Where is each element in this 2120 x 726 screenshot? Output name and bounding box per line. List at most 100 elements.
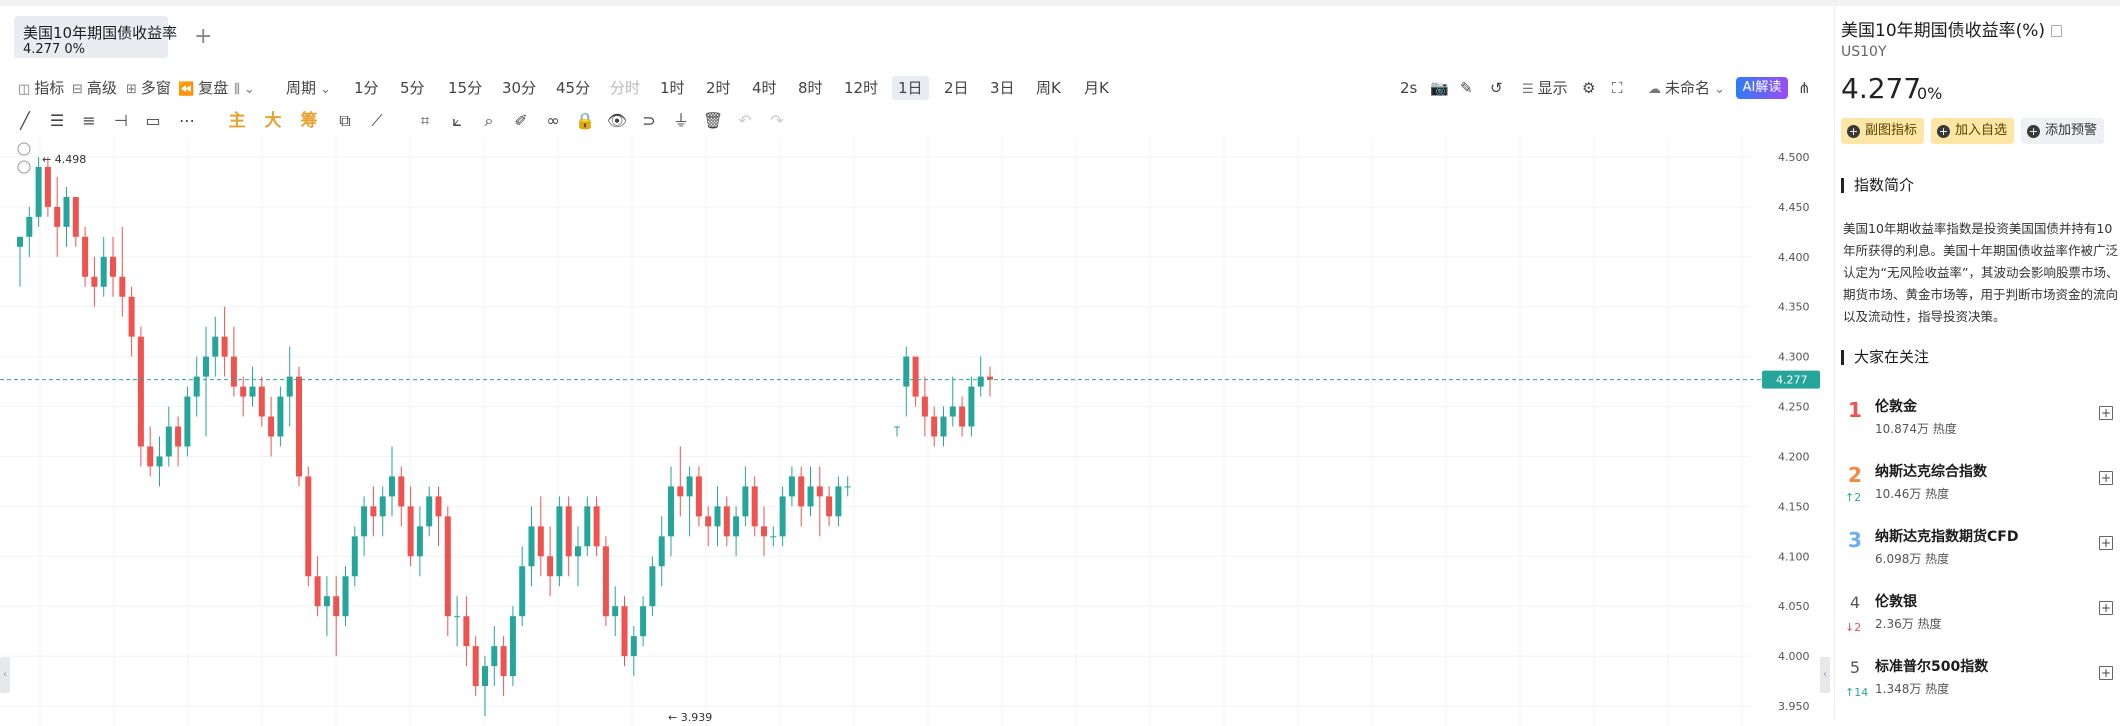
chart-canvas[interactable]: 4.500 4.450 4.400 4.350 4.300 4.250 4.200 4.150… bbox=[0, 137, 1834, 726]
add-tab-button[interactable]: + bbox=[194, 24, 213, 49]
period-4h[interactable]: 4时 bbox=[752, 79, 777, 97]
period-45m[interactable]: 45分 bbox=[556, 79, 591, 97]
period-8h[interactable]: 8时 bbox=[798, 79, 823, 97]
sub-indicator-button[interactable]: + 副图指标 bbox=[1841, 118, 1925, 144]
candle-body bbox=[788, 476, 795, 497]
magnet-icon[interactable]: ⊃ bbox=[642, 111, 656, 130]
indicator-button[interactable]: ◫ 指标 bbox=[18, 72, 64, 104]
period-2d[interactable]: 2日 bbox=[944, 79, 969, 97]
candle-body bbox=[230, 356, 237, 387]
settings-icon[interactable]: ⚙ bbox=[1582, 79, 1596, 97]
add-watchlist-button[interactable]: + 加入自选 bbox=[1931, 118, 2015, 144]
compare-icon[interactable]: ⧉ bbox=[339, 111, 351, 130]
crop-icon[interactable]: ⌗ bbox=[420, 111, 430, 130]
erase-line-icon[interactable]: ⟋ bbox=[371, 111, 383, 130]
add-watch-icon[interactable]: + bbox=[2099, 601, 2113, 615]
y-tick-label: 3.950 bbox=[1778, 700, 1810, 713]
chevron-down-icon: ⌄ bbox=[320, 82, 331, 97]
watch-item-1[interactable]: 1 伦敦金 10.874万 热度 + bbox=[1835, 382, 2120, 446]
period-dropdown[interactable]: 周期 ⌄ bbox=[286, 72, 335, 104]
refresh-interval[interactable]: 2s bbox=[1400, 79, 1418, 97]
period-week[interactable]: 周K bbox=[1036, 79, 1061, 97]
y-tick-label: 4.000 bbox=[1778, 650, 1810, 663]
eye-icon[interactable]: 👁 bbox=[606, 111, 628, 130]
add-watch-icon[interactable]: + bbox=[2099, 536, 2113, 550]
more-tools-icon[interactable]: ⋯ bbox=[179, 111, 195, 130]
candle-body bbox=[212, 336, 219, 357]
watch-item-5[interactable]: 5 ↑14 标准普尔500指数 1.348万 热度 + bbox=[1835, 642, 2120, 706]
ai-interpret-button[interactable]: AI解读 bbox=[1736, 77, 1788, 99]
pen-icon[interactable]: ✎ bbox=[1460, 79, 1473, 97]
channel-icon[interactable]: ≡ bbox=[82, 111, 96, 130]
ruler-icon[interactable]: ⟀ bbox=[452, 111, 462, 130]
undo-drawing-icon[interactable]: ↺ bbox=[1490, 79, 1503, 97]
chevron-down-icon: ⌄ bbox=[1714, 82, 1725, 97]
undo-icon[interactable]: ↶ bbox=[738, 111, 752, 130]
candlestick-chart[interactable]: 4.500 4.450 4.400 4.350 4.300 4.250 4.200 4.150… bbox=[0, 137, 1834, 726]
candle-body bbox=[323, 596, 330, 607]
watch-item-2[interactable]: 2 ↑2 纳斯达克综合指数 10.46万 热度 + bbox=[1835, 447, 2120, 511]
parallel-lines-icon[interactable]: ☰ bbox=[49, 111, 65, 130]
chevron-down-icon: ⌄ bbox=[243, 82, 255, 97]
candle-body bbox=[17, 236, 23, 247]
add-watch-icon[interactable]: + bbox=[2099, 406, 2113, 420]
period-3d[interactable]: 3日 bbox=[990, 79, 1015, 97]
candle-body bbox=[977, 376, 984, 387]
fullscreen-icon[interactable]: ⛶ bbox=[1612, 79, 1623, 97]
delete-icon[interactable]: 🗑 bbox=[702, 111, 724, 130]
candle-body bbox=[221, 336, 228, 357]
right-collapse-handle[interactable]: ‹ bbox=[1820, 657, 1830, 693]
period-1d[interactable]: 1日 bbox=[892, 76, 929, 100]
candle-body bbox=[54, 206, 61, 227]
left-collapse-handle[interactable]: ‹ bbox=[0, 657, 10, 693]
add-watch-icon[interactable]: + bbox=[2099, 666, 2113, 680]
watch-item-4[interactable]: 4 ↓2 伦敦银 2.36万 热度 + bbox=[1835, 577, 2120, 641]
period-month[interactable]: 月K bbox=[1084, 79, 1109, 97]
period-15m[interactable]: 15分 bbox=[448, 79, 483, 97]
advanced-button[interactable]: ⊟ 高级 bbox=[72, 72, 117, 104]
add-watch-icon[interactable]: + bbox=[2099, 471, 2113, 485]
chip-distribution-toggle[interactable]: 筹 bbox=[300, 111, 318, 131]
camera-icon[interactable]: 📷 bbox=[1430, 79, 1449, 97]
multi-window-button[interactable]: ⊞ 多窗 bbox=[126, 72, 171, 104]
candle-body bbox=[968, 386, 975, 427]
replay-button[interactable]: ⏪ 复盘 bbox=[178, 72, 228, 104]
chart-type-dropdown[interactable]: ⫼ ⌄ bbox=[234, 72, 259, 104]
candle-body bbox=[463, 616, 470, 647]
link-icon[interactable]: ∞ bbox=[546, 111, 560, 130]
add-alert-button[interactable]: + 添加预警 bbox=[2021, 118, 2105, 144]
trend-line-icon[interactable]: ╱ bbox=[20, 111, 30, 130]
period-12h[interactable]: 12时 bbox=[844, 79, 879, 97]
watch-rank: 4 bbox=[1849, 593, 1861, 612]
filter-icon[interactable]: ⏚ bbox=[672, 111, 689, 130]
horizontal-line-icon[interactable]: ⊣ bbox=[114, 111, 128, 130]
period-2h[interactable]: 2时 bbox=[706, 79, 731, 97]
brush-icon[interactable]: ✐ bbox=[514, 111, 528, 130]
period-timeshare[interactable]: 分时 bbox=[610, 79, 641, 97]
watch-item-3[interactable]: 3 纳斯达克指数期货CFD 6.098万 热度 + bbox=[1835, 512, 2120, 576]
period-1m[interactable]: 1分 bbox=[354, 79, 379, 97]
candle-body bbox=[705, 516, 712, 527]
share-icon[interactable]: ⋔ bbox=[1798, 79, 1811, 97]
rectangle-icon[interactable]: ▭ bbox=[145, 111, 161, 130]
layout-dropdown[interactable]: ☁ 未命名 ⌄ bbox=[1648, 72, 1729, 104]
period-30m[interactable]: 30分 bbox=[502, 79, 537, 97]
zoom-icon[interactable]: ⌕ bbox=[484, 111, 494, 130]
plus-circle-icon: + bbox=[2027, 125, 2040, 138]
big-chart-toggle[interactable]: 大 bbox=[264, 111, 282, 131]
candle-body bbox=[584, 506, 591, 547]
period-5m[interactable]: 5分 bbox=[400, 79, 425, 97]
main-chart-toggle[interactable]: 主 bbox=[228, 111, 246, 131]
candle-body bbox=[912, 356, 919, 397]
period-1h[interactable]: 1时 bbox=[660, 79, 685, 97]
candle-body bbox=[761, 526, 767, 537]
instrument-price: 4.277 bbox=[1841, 72, 1922, 105]
candle-body bbox=[593, 506, 600, 547]
redo-icon[interactable]: ↷ bbox=[770, 111, 784, 130]
candle-body bbox=[472, 646, 479, 687]
symbol-tab[interactable]: 美国10年期国债收益率 4.277 0% bbox=[14, 16, 177, 58]
copy-icon[interactable] bbox=[2051, 25, 2063, 37]
lock-icon[interactable]: 🔒 bbox=[575, 111, 595, 130]
info-panel: 美国10年期国债收益率(%) US10Y 4.277 0% + 副图指标 + 加入自… bbox=[1834, 6, 2120, 720]
display-button[interactable]: ☰ 显示 bbox=[1522, 72, 1568, 104]
